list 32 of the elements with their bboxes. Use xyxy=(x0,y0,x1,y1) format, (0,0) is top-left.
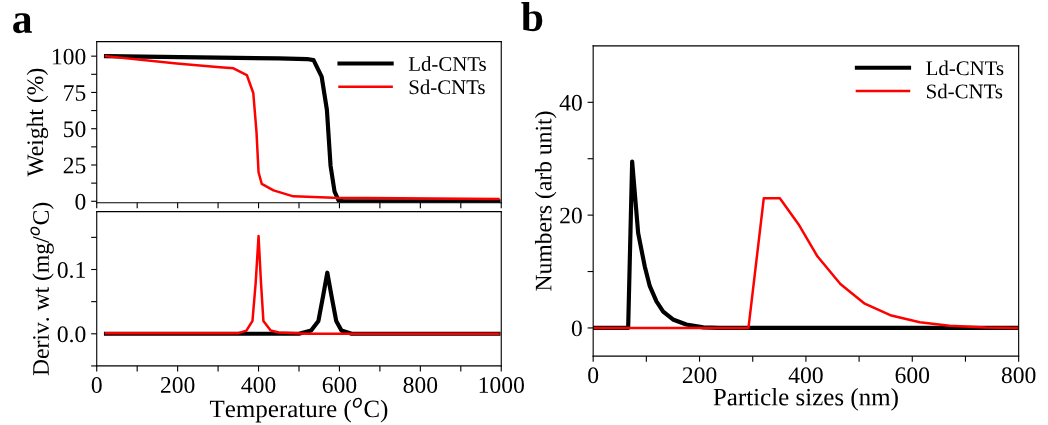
y-tick-label: 100 xyxy=(52,48,86,65)
y-tick-label: 0.0 xyxy=(57,326,86,343)
x-tick-label: 0 xyxy=(588,367,599,384)
x-tick-label: 400 xyxy=(788,367,823,384)
x-tick-label: 1000 xyxy=(479,377,524,393)
x-tick-label: 400 xyxy=(241,377,276,393)
x-tick-label: 600 xyxy=(895,367,930,384)
y-axis-title: Weight (%) xyxy=(26,68,49,177)
x-tick-label: 800 xyxy=(1001,367,1036,384)
y-tick-label: 25 xyxy=(63,157,86,174)
y-tick-label: 0 xyxy=(571,320,582,337)
x-tick-label: 200 xyxy=(682,367,717,384)
x-tick-label: 600 xyxy=(322,377,357,393)
x-tick-label: 200 xyxy=(160,377,195,393)
y-axis-title: Numbers (arb unit) xyxy=(534,111,557,291)
y-tick-label: 40 xyxy=(559,94,582,111)
legend-label: Sd-CNTs xyxy=(409,79,485,95)
y-tick-label: 20 xyxy=(560,207,582,224)
y-tick-label: 0.1 xyxy=(57,261,85,279)
legend-label: Sd-CNTs xyxy=(927,83,1003,99)
y-tick-label: 0 xyxy=(75,193,86,210)
y-tick-label: 50 xyxy=(64,121,86,138)
y-tick-label: 75 xyxy=(64,85,86,101)
x-tick-label: 800 xyxy=(403,377,438,393)
x-axis-title: Temperature ($^{o}$C) xyxy=(209,397,388,423)
y-axis-title: Deriv. wt (mg/$^{o}$C) xyxy=(30,202,54,376)
legend-label: Ld-CNTs xyxy=(926,60,1004,76)
text: b xyxy=(521,1,543,32)
text: a xyxy=(13,13,32,34)
x-tick-label: 0 xyxy=(91,377,102,393)
x-axis-title: Particle sizes (nm) xyxy=(713,387,898,411)
legend-label: Ld-CNTs xyxy=(408,56,486,72)
